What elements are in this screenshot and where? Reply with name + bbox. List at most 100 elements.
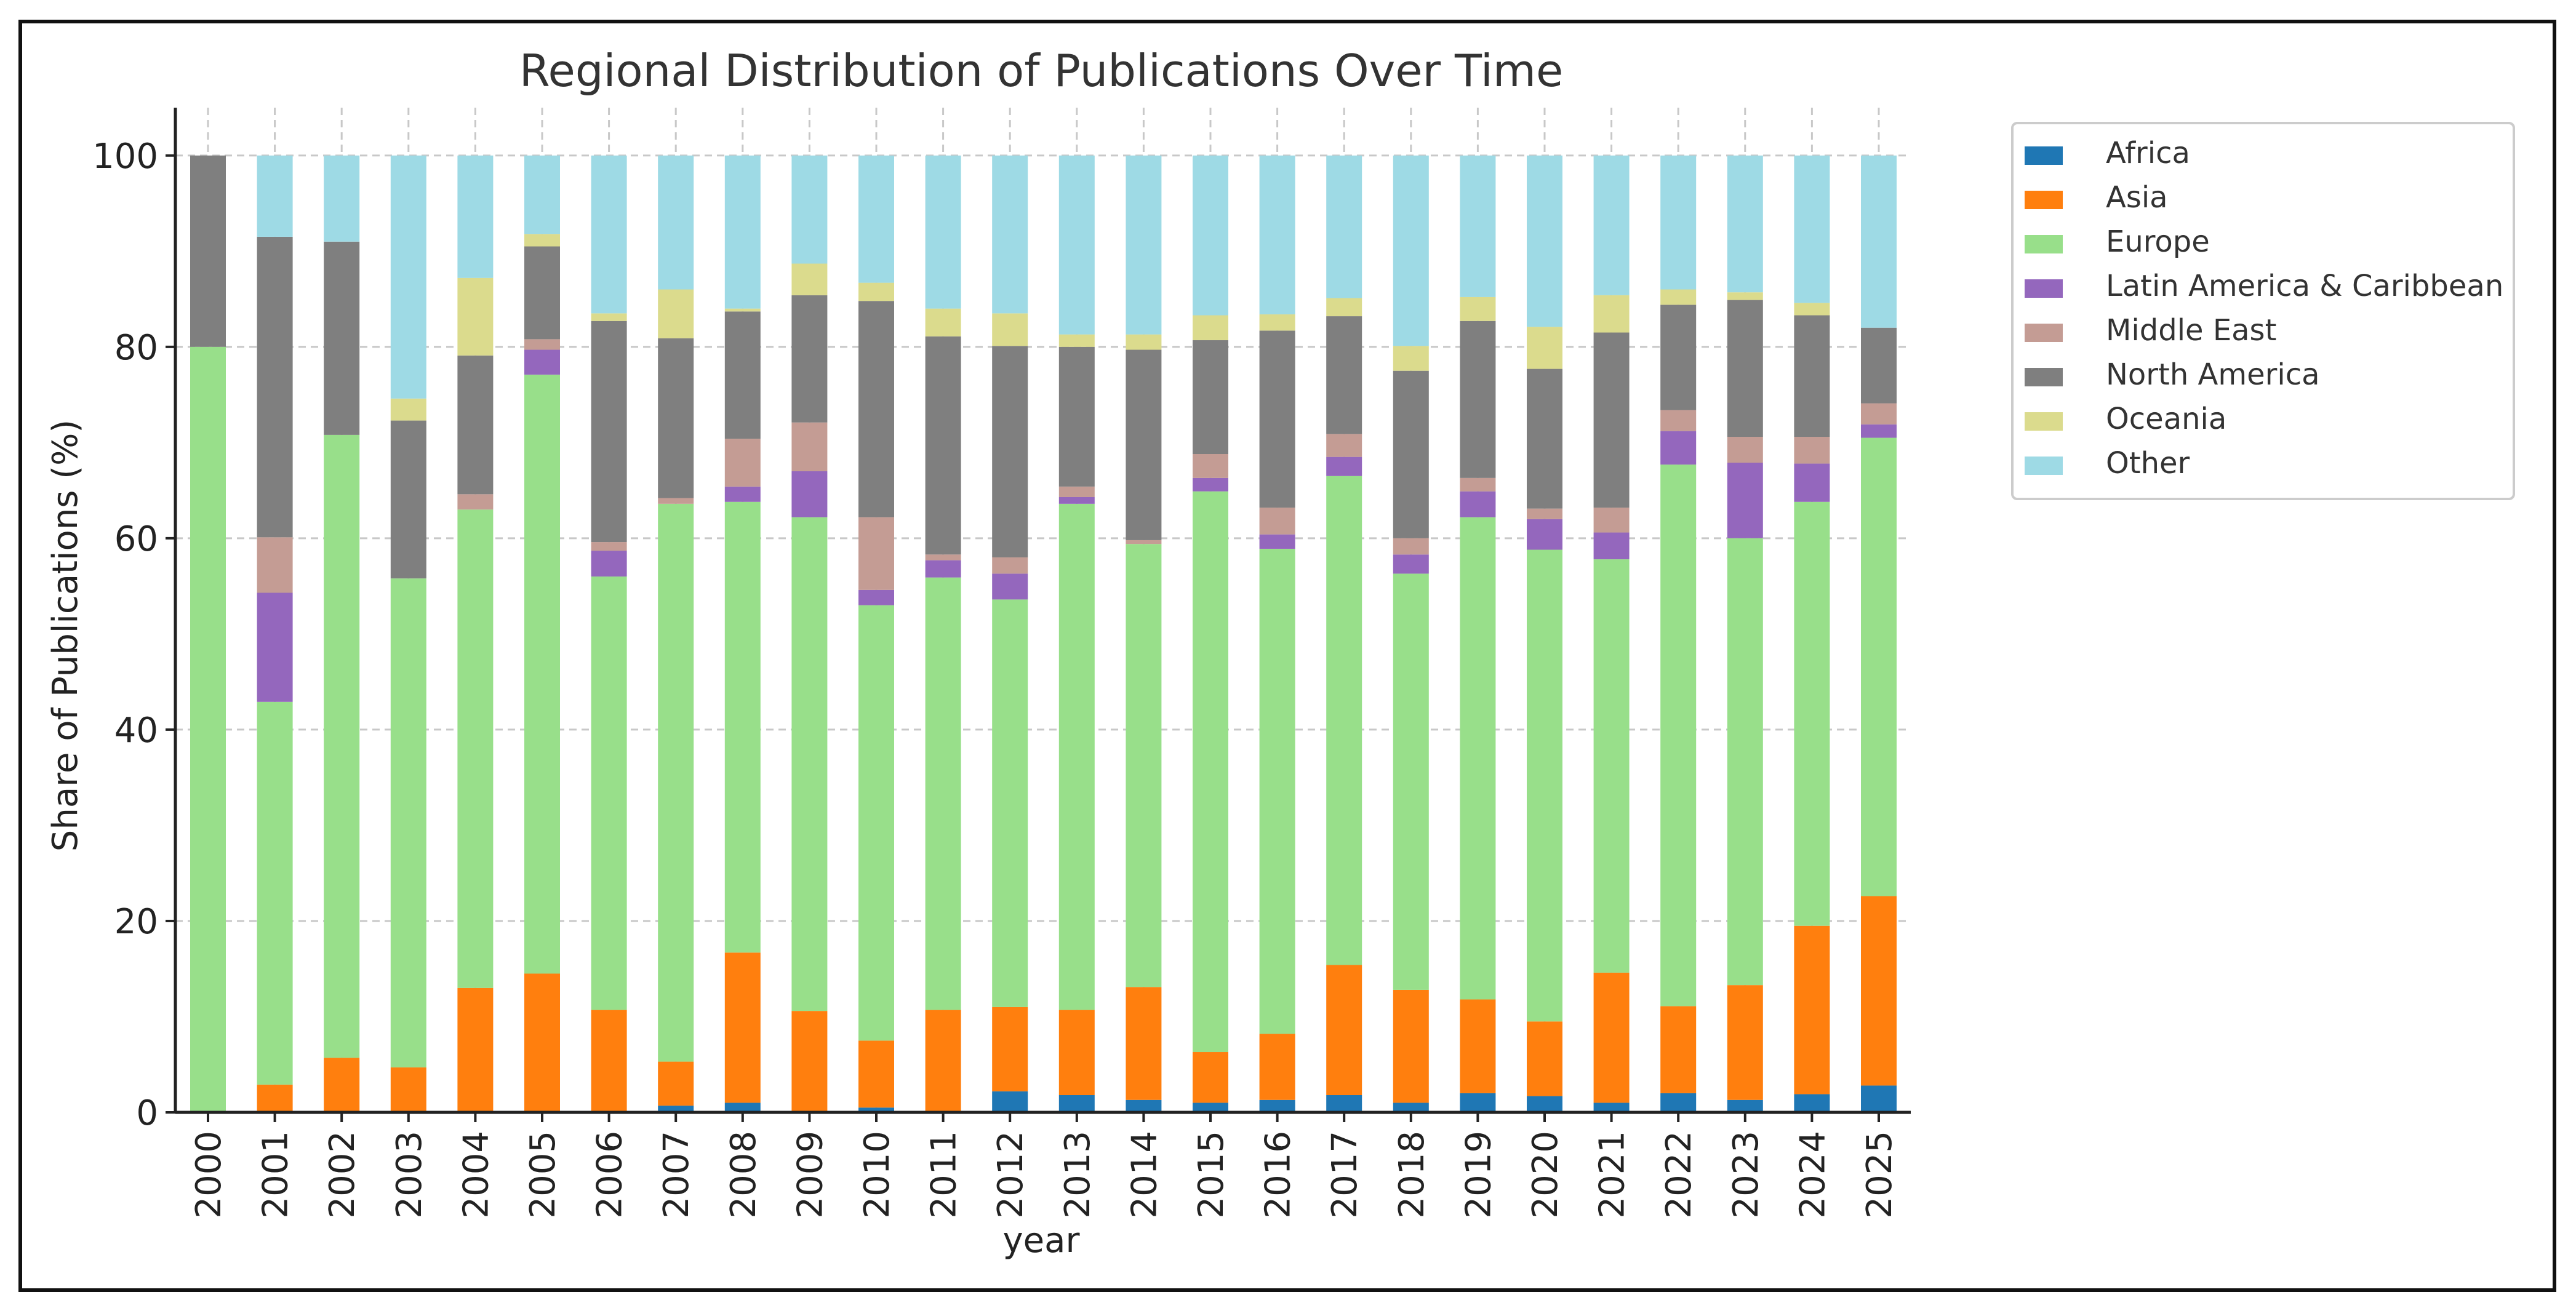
bar-segment-oceania-2003 [390, 398, 426, 421]
x-tick-label: 2023 [1726, 1131, 1766, 1219]
bar-segment-middle-east-2013 [1058, 486, 1095, 497]
x-axis-label: year [1003, 1221, 1081, 1261]
bar-segment-europe-2022 [1660, 465, 1697, 1007]
bar-segment-middle-east-2022 [1660, 410, 1697, 431]
bar-segment-asia-2024 [1794, 925, 1830, 1095]
y-tick-label: 60 [114, 519, 158, 559]
bar-segment-north-america-2007 [658, 338, 694, 498]
y-tick-label: 80 [114, 328, 158, 368]
bar-segment-oceania-2023 [1727, 292, 1763, 300]
bar-segment-oceania-2005 [524, 234, 560, 247]
bar-segment-asia-2015 [1193, 1052, 1228, 1103]
x-tick-label: 2002 [322, 1131, 362, 1219]
bar-segment-oceania-2018 [1393, 346, 1429, 371]
bar-segment-other-2022 [1660, 155, 1697, 290]
bar-segment-europe-2019 [1460, 517, 1496, 1000]
bar-segment-africa-2024 [1794, 1094, 1830, 1112]
bar-segment-europe-2016 [1259, 548, 1295, 1034]
x-tick-label: 2019 [1458, 1131, 1498, 1219]
bar-segment-middle-east-2008 [724, 439, 761, 487]
bar-segment-africa-2010 [858, 1107, 894, 1112]
bar-segment-asia-2004 [457, 987, 494, 1112]
bar-segment-africa-2017 [1326, 1095, 1362, 1112]
bar-segment-oceania-2009 [791, 263, 828, 295]
x-tick-label: 2022 [1659, 1131, 1699, 1219]
bar-segment-latin-america-caribbean-2009 [791, 471, 828, 517]
bar-segment-other-2008 [724, 155, 761, 309]
bar-segment-africa-2008 [724, 1103, 761, 1112]
bar-segment-europe-2005 [524, 374, 560, 974]
bar-segment-other-2005 [524, 155, 560, 234]
bar-segment-latin-america-caribbean-2020 [1527, 519, 1562, 550]
bar-segment-africa-2025 [1861, 1085, 1897, 1112]
bar-segment-oceania-2006 [591, 313, 627, 321]
bar-segment-oceania-2020 [1527, 327, 1562, 369]
bar-segment-middle-east-2025 [1861, 403, 1897, 425]
bar-segment-other-2015 [1193, 155, 1228, 316]
bar-segment-asia-2016 [1259, 1034, 1295, 1100]
bar-segment-asia-2001 [257, 1084, 293, 1112]
x-tick-label: 2011 [924, 1131, 964, 1219]
bar-segment-north-america-2018 [1393, 370, 1429, 538]
bar-segment-north-america-2024 [1794, 315, 1830, 437]
bar-segment-other-2004 [457, 155, 494, 278]
bar-segment-europe-2008 [724, 501, 761, 953]
bar-segment-middle-east-2001 [257, 537, 293, 593]
bars [190, 155, 1897, 1112]
axes [166, 108, 1911, 1122]
bar-segment-africa-2014 [1126, 1099, 1162, 1112]
bar-segment-africa-2016 [1259, 1099, 1295, 1112]
bar-segment-middle-east-2020 [1527, 508, 1562, 519]
bar-segment-europe-2018 [1393, 573, 1429, 990]
bar-segment-north-america-2021 [1593, 332, 1630, 508]
bar-segment-latin-america-caribbean-2023 [1727, 462, 1763, 538]
bar-segment-latin-america-caribbean-2021 [1593, 532, 1630, 560]
bar-segment-middle-east-2004 [457, 494, 494, 510]
bar-segment-asia-2002 [324, 1058, 360, 1112]
legend-swatch [2025, 368, 2063, 386]
bar-segment-asia-2012 [992, 1007, 1028, 1091]
bar-segment-other-2014 [1126, 155, 1162, 335]
bar-segment-latin-america-caribbean-2016 [1259, 534, 1295, 549]
bar-segment-north-america-2009 [791, 295, 828, 423]
bar-segment-north-america-2004 [457, 355, 494, 495]
x-tick-label: 2025 [1860, 1131, 1900, 1219]
legend-swatch [2025, 457, 2063, 475]
bar-segment-oceania-2019 [1460, 297, 1496, 321]
bar-segment-other-2006 [591, 155, 627, 314]
bar-segment-latin-america-caribbean-2015 [1193, 477, 1228, 492]
bar-segment-north-america-2001 [257, 236, 293, 538]
bar-segment-middle-east-2023 [1727, 437, 1763, 463]
bar-segment-africa-2023 [1727, 1099, 1763, 1112]
bar-segment-oceania-2022 [1660, 289, 1697, 305]
bar-segment-other-2016 [1259, 155, 1295, 314]
bar-segment-africa-2015 [1193, 1103, 1228, 1112]
bar-segment-oceania-2016 [1259, 314, 1295, 331]
bar-segment-north-america-2005 [524, 246, 560, 340]
x-tick-label: 2012 [991, 1131, 1031, 1219]
bar-segment-north-america-2012 [992, 346, 1028, 557]
bar-segment-europe-2001 [257, 701, 293, 1085]
bar-segment-other-2024 [1794, 155, 1830, 303]
x-tick-label: 2018 [1392, 1131, 1432, 1219]
bar-segment-oceania-2008 [724, 308, 761, 312]
bar-segment-north-america-2010 [858, 301, 894, 517]
bar-segment-latin-america-caribbean-2024 [1794, 463, 1830, 502]
x-tick-label: 2020 [1526, 1131, 1566, 1219]
bar-segment-north-america-2002 [324, 241, 360, 435]
bar-segment-asia-2018 [1393, 989, 1429, 1103]
bar-segment-africa-2020 [1527, 1096, 1562, 1112]
bar-segment-north-america-2015 [1193, 340, 1228, 454]
bar-segment-other-2023 [1727, 155, 1763, 293]
bar-segment-asia-2014 [1126, 987, 1162, 1100]
bar-segment-latin-america-caribbean-2025 [1861, 424, 1897, 438]
bar-segment-middle-east-2017 [1326, 434, 1362, 457]
bar-segment-europe-2010 [858, 605, 894, 1041]
bar-segment-europe-2009 [791, 517, 828, 1011]
bar-segment-middle-east-2006 [591, 542, 627, 551]
bar-segment-other-2003 [390, 155, 426, 399]
x-tick-label: 2000 [189, 1131, 229, 1219]
bar-segment-asia-2006 [591, 1010, 627, 1112]
x-tick-label: 2015 [1191, 1131, 1231, 1219]
bar-segment-oceania-2010 [858, 282, 894, 301]
